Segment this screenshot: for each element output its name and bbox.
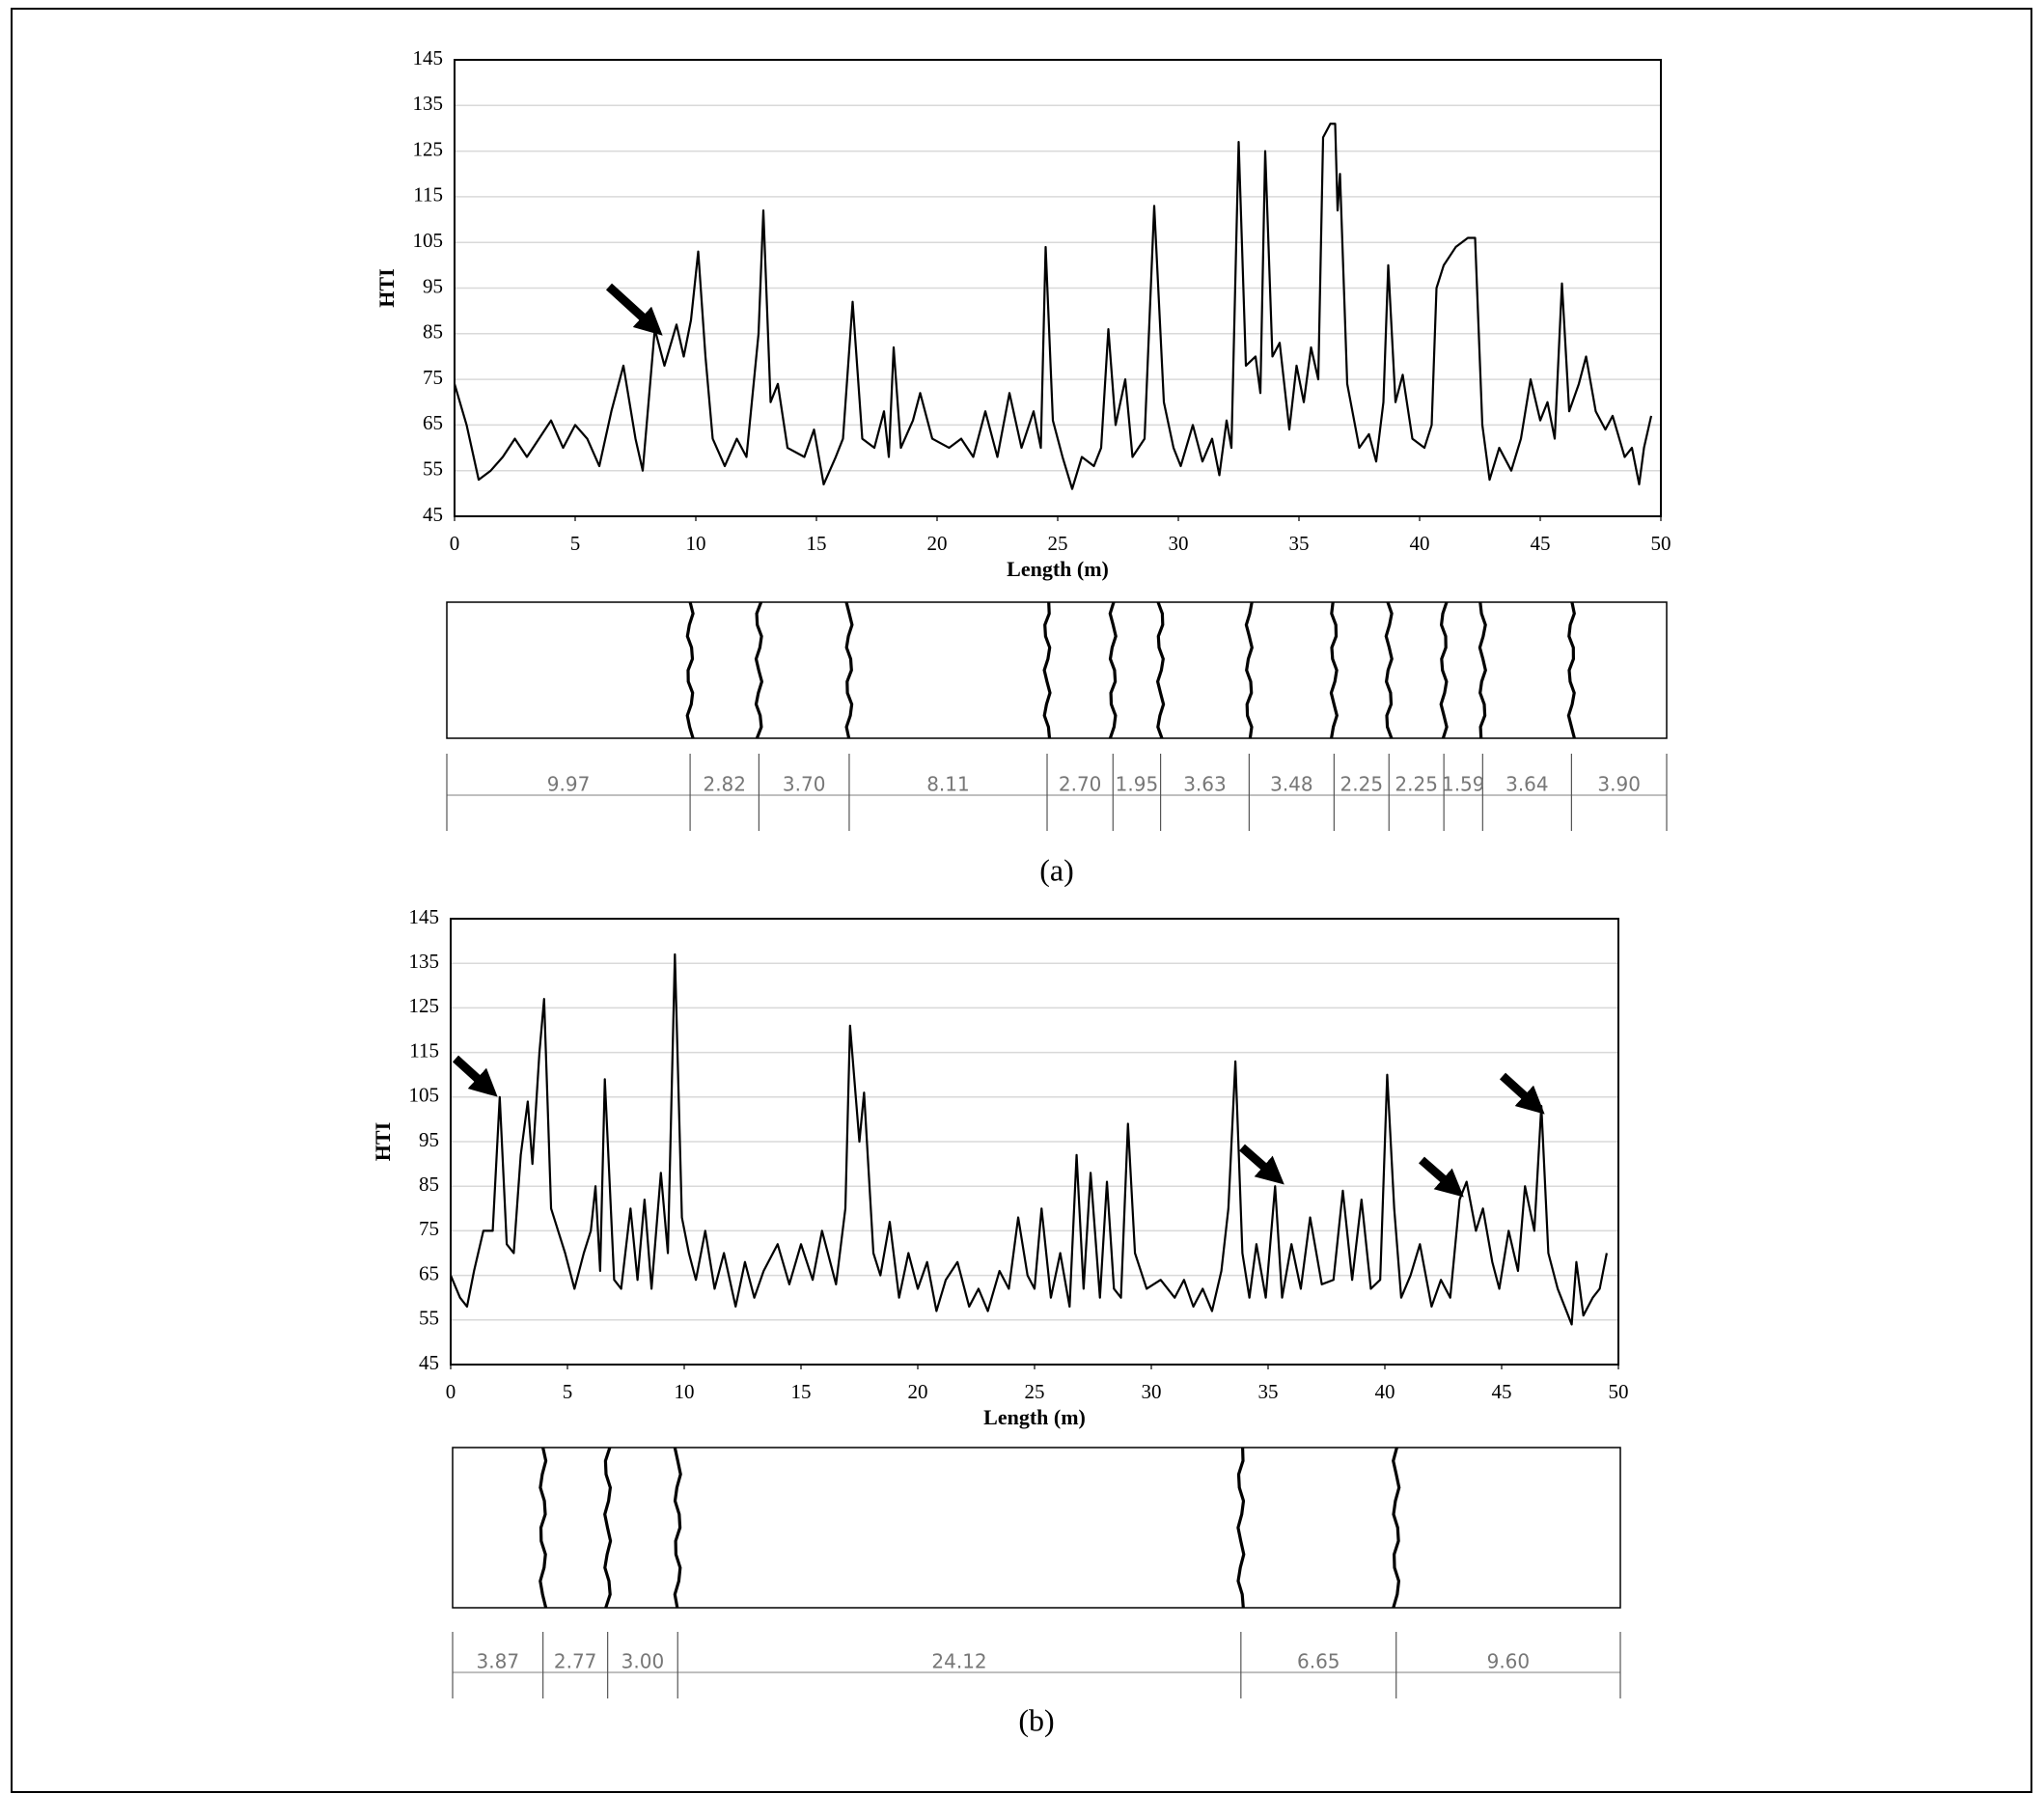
arrow — [1419, 1156, 1464, 1198]
spacing-label: 3.00 — [621, 1650, 665, 1673]
y-tick-label: 125 — [413, 137, 444, 160]
x-tick-label: 40 — [1410, 532, 1430, 555]
crack-strip — [446, 601, 1668, 739]
x-axis-title: Length (m) — [1007, 557, 1109, 581]
spacing-label: 24.12 — [931, 1650, 986, 1673]
x-tick-label: 10 — [686, 532, 706, 555]
crack-strip — [452, 1447, 1621, 1609]
x-tick-label: 30 — [1169, 532, 1189, 555]
spacing-label: 2.70 — [1059, 773, 1102, 796]
x-tick-label: 45 — [1492, 1380, 1512, 1403]
x-tick-label: 5 — [570, 532, 581, 555]
y-tick-label: 95 — [419, 1128, 439, 1151]
spacing-label: 3.64 — [1505, 773, 1549, 796]
x-tick-label: 50 — [1609, 1380, 1629, 1403]
x-tick-label: 5 — [563, 1380, 573, 1403]
crack — [1155, 601, 1166, 739]
y-tick-label: 75 — [423, 366, 443, 389]
x-tick-label: 35 — [1289, 532, 1310, 555]
crack — [1244, 601, 1254, 739]
y-tick-label: 145 — [413, 46, 444, 69]
x-tick-label: 25 — [1025, 1380, 1045, 1403]
y-axis-title: HTI — [374, 268, 399, 307]
spacing-label: 6.65 — [1297, 1650, 1340, 1673]
y-tick-label: 115 — [413, 183, 443, 207]
crack — [685, 601, 695, 739]
spacing-label: 1.95 — [1116, 773, 1159, 796]
x-tick-label: 20 — [908, 1380, 928, 1403]
crack — [1329, 601, 1339, 739]
x-tick-label: 0 — [446, 1380, 456, 1403]
x-axis-title: Length (m) — [983, 1405, 1086, 1429]
y-tick-label: 55 — [419, 1307, 439, 1330]
y-tick-label: 45 — [419, 1351, 439, 1374]
crack — [1439, 601, 1449, 739]
spacing-label: 9.60 — [1487, 1650, 1531, 1673]
spacing-label: 9.97 — [547, 773, 591, 796]
spacing-label: 2.25 — [1395, 773, 1438, 796]
spacing-label: 3.87 — [477, 1650, 520, 1673]
crack — [844, 601, 854, 739]
plot-frame — [454, 59, 1662, 517]
x-tick-label: 30 — [1142, 1380, 1162, 1403]
spacing-label: 3.90 — [1597, 773, 1641, 796]
x-tick-label: 50 — [1651, 532, 1671, 555]
y-tick-label: 135 — [413, 92, 444, 115]
x-tick-label: 0 — [450, 532, 460, 555]
spacing-label: 2.77 — [554, 1650, 597, 1673]
crack — [1392, 1447, 1401, 1609]
arrow — [1239, 1144, 1284, 1185]
figure-border — [11, 8, 2032, 1793]
arrow — [452, 1055, 498, 1097]
spacing-label: 8.11 — [926, 773, 970, 796]
caption: (b) — [1018, 1702, 1054, 1737]
y-tick-label: 85 — [419, 1173, 439, 1196]
y-tick-label: 105 — [413, 229, 444, 252]
x-tick-label: 15 — [791, 1380, 812, 1403]
data-line — [453, 123, 1653, 490]
arrow — [1499, 1072, 1545, 1115]
crack — [673, 1447, 682, 1609]
y-tick-label: 95 — [423, 274, 443, 297]
x-tick-label: 40 — [1375, 1380, 1395, 1403]
x-tick-label: 10 — [675, 1380, 695, 1403]
x-tick-label: 20 — [927, 532, 948, 555]
y-tick-label: 145 — [409, 905, 440, 928]
spacing-label: 2.25 — [1340, 773, 1384, 796]
x-tick-label: 25 — [1048, 532, 1068, 555]
y-axis-title: HTI — [371, 1122, 395, 1161]
crack — [1236, 1447, 1246, 1609]
y-tick-label: 75 — [419, 1217, 439, 1240]
y-tick-label: 45 — [423, 503, 443, 526]
spacing-label: 2.82 — [703, 773, 746, 796]
data-line — [449, 952, 1608, 1326]
y-tick-label: 115 — [409, 1038, 439, 1062]
x-tick-label: 15 — [807, 532, 827, 555]
crack — [754, 601, 764, 739]
crack — [1566, 601, 1576, 739]
spacing-label: 3.48 — [1270, 773, 1313, 796]
crack — [1042, 601, 1052, 739]
y-tick-label: 85 — [423, 320, 443, 344]
crack — [603, 1447, 613, 1609]
crack — [539, 1447, 548, 1609]
x-tick-label: 45 — [1531, 532, 1551, 555]
arrow — [605, 283, 663, 336]
y-tick-label: 135 — [409, 950, 440, 973]
x-tick-label: 35 — [1258, 1380, 1279, 1403]
spacing-label: 3.70 — [783, 773, 826, 796]
crack — [1478, 601, 1487, 739]
crack — [1108, 601, 1118, 739]
plot-frame — [450, 918, 1619, 1366]
y-tick-label: 105 — [409, 1084, 440, 1107]
crack — [1384, 601, 1394, 739]
spacing-label: 3.63 — [1183, 773, 1227, 796]
y-tick-label: 125 — [409, 994, 440, 1017]
y-tick-label: 65 — [419, 1261, 439, 1284]
y-tick-label: 55 — [423, 457, 443, 481]
caption: (a) — [1039, 852, 1074, 887]
spacing-label: 1.59 — [1442, 773, 1485, 796]
y-tick-label: 65 — [423, 411, 443, 434]
